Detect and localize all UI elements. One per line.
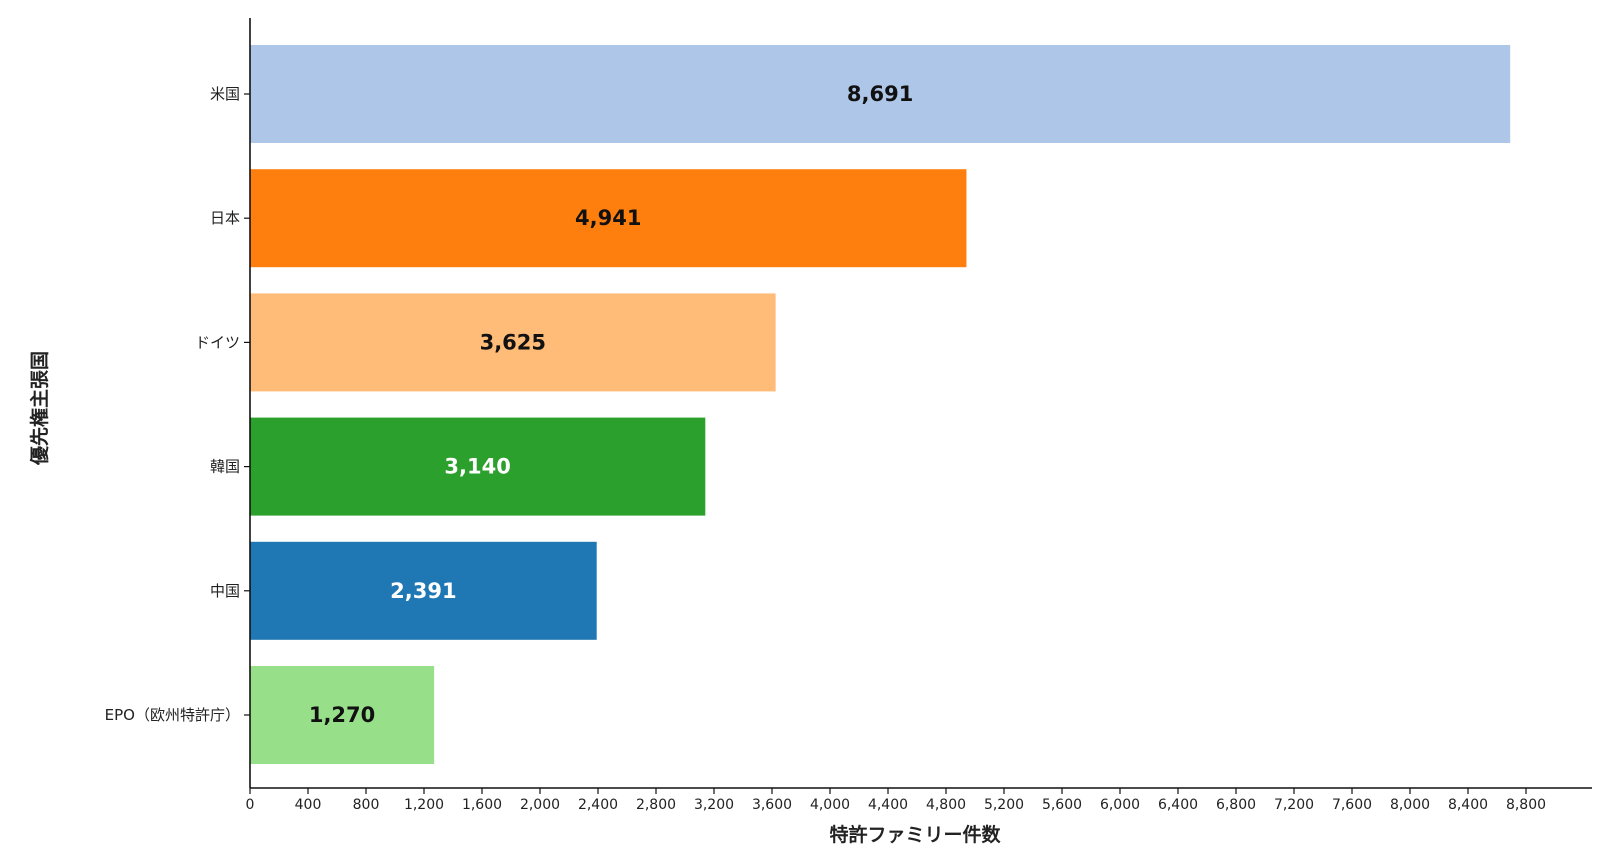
x-tick-label: 2,400 bbox=[578, 797, 618, 813]
category-label: 中国 bbox=[210, 582, 240, 600]
bar-value-label: 1,270 bbox=[309, 703, 375, 727]
x-tick-label: 2,000 bbox=[520, 797, 560, 813]
x-tick-label: 4,400 bbox=[868, 797, 908, 813]
x-tick-label: 5,600 bbox=[1042, 797, 1082, 813]
x-tick-label: 800 bbox=[353, 797, 380, 813]
category-label: 日本 bbox=[210, 209, 240, 227]
category-label: 韓国 bbox=[210, 458, 240, 476]
x-tick-label: 6,000 bbox=[1100, 797, 1140, 813]
x-tick-label: 4,000 bbox=[810, 797, 850, 813]
x-tick-label: 7,600 bbox=[1332, 797, 1372, 813]
category-label: EPO（欧州特許庁） bbox=[105, 706, 240, 724]
x-tick-label: 3,200 bbox=[694, 797, 734, 813]
bar bbox=[250, 417, 706, 516]
x-tick-label: 0 bbox=[246, 797, 255, 813]
bar-value-label: 8,691 bbox=[847, 82, 913, 106]
x-tick-label: 5,200 bbox=[984, 797, 1024, 813]
x-tick-label: 400 bbox=[295, 797, 322, 813]
x-tick-label: 7,200 bbox=[1274, 797, 1314, 813]
bar-value-label: 3,625 bbox=[480, 330, 546, 354]
x-tick-label: 6,800 bbox=[1216, 797, 1256, 813]
bar bbox=[250, 45, 1511, 143]
x-axis: 0 400 800 1,200 1,600 2,000 2,400 2,800 3,200 3,6… bbox=[246, 787, 1592, 813]
value-labels-layer: 8,691 4,941 3,625 3,140 2,391 1,270 bbox=[309, 82, 913, 727]
bar bbox=[250, 666, 435, 764]
bars-layer bbox=[250, 45, 1511, 764]
y-axis-title: 優先権主張国 bbox=[28, 351, 51, 466]
x-tick-label: 1,200 bbox=[404, 797, 444, 813]
bar-value-label: 3,140 bbox=[444, 455, 510, 479]
x-tick-label: 8,000 bbox=[1390, 797, 1430, 813]
x-tick-label: 2,800 bbox=[636, 797, 676, 813]
x-tick-label: 3,600 bbox=[752, 797, 792, 813]
x-tick-label: 1,600 bbox=[462, 797, 502, 813]
category-label: ドイツ bbox=[195, 333, 240, 351]
x-tick-label: 8,800 bbox=[1506, 797, 1546, 813]
bar bbox=[250, 541, 597, 640]
x-tick-label: 8,400 bbox=[1448, 797, 1488, 813]
x-tick-label: 4,800 bbox=[926, 797, 966, 813]
x-axis-title: 特許ファミリー件数 bbox=[829, 823, 1001, 846]
bar bbox=[250, 169, 967, 268]
category-label: 米国 bbox=[210, 85, 240, 103]
bar bbox=[250, 293, 776, 392]
bar-value-label: 2,391 bbox=[390, 579, 456, 603]
x-tick-label: 6,400 bbox=[1158, 797, 1198, 813]
bar-value-label: 4,941 bbox=[575, 206, 641, 230]
